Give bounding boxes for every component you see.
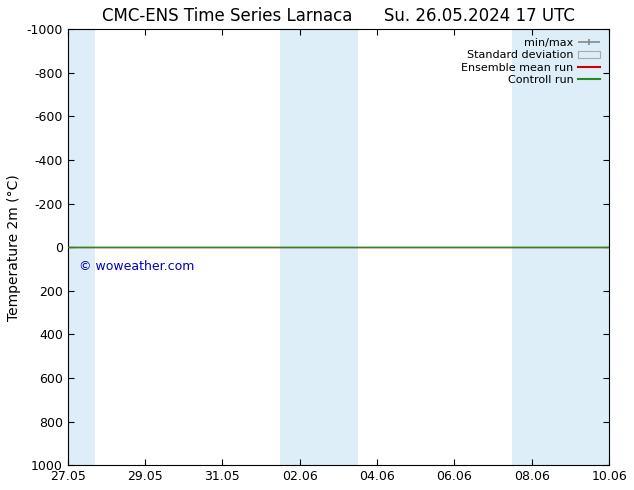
- Bar: [68, 29, 95, 465]
- Legend: min/max, Standard deviation, Ensemble mean run, Controll run: min/max, Standard deviation, Ensemble me…: [458, 35, 604, 88]
- Bar: [512, 29, 609, 465]
- Title: CMC-ENS Time Series Larnaca      Su. 26.05.2024 17 UTC: CMC-ENS Time Series Larnaca Su. 26.05.20…: [102, 7, 575, 25]
- Bar: [280, 29, 358, 465]
- Y-axis label: Temperature 2m (°C): Temperature 2m (°C): [7, 174, 21, 320]
- Text: © woweather.com: © woweather.com: [79, 260, 195, 273]
